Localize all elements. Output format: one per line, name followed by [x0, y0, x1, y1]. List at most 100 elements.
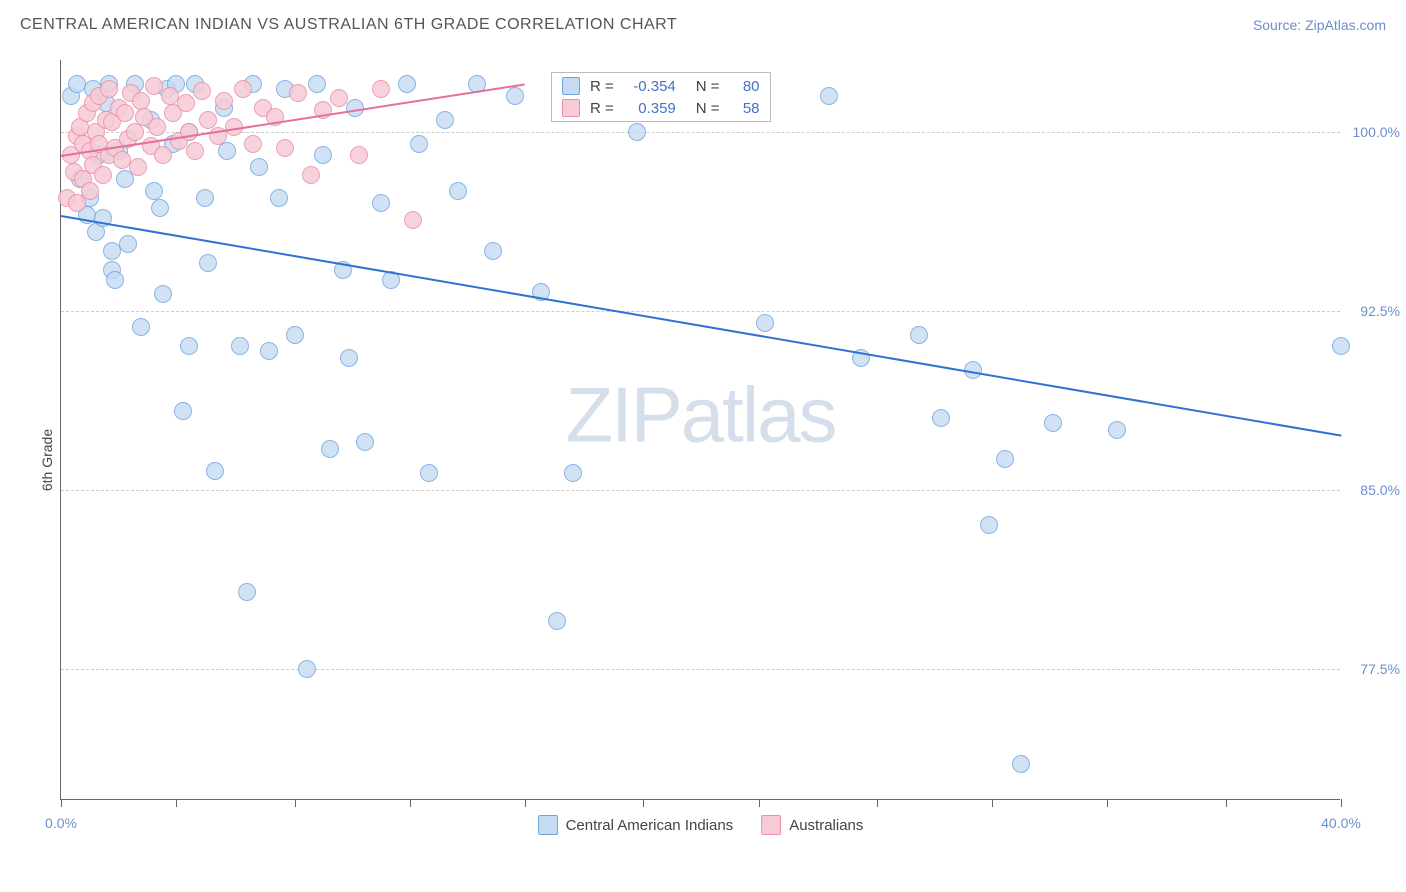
x-tick [176, 799, 177, 807]
x-tick [643, 799, 644, 807]
data-point [404, 211, 422, 229]
legend-label: Central American Indians [566, 817, 734, 834]
data-point [548, 612, 566, 630]
legend-label: Australians [789, 817, 863, 834]
x-tick [1107, 799, 1108, 807]
data-point [910, 326, 928, 344]
data-point [398, 75, 416, 93]
data-point [154, 285, 172, 303]
data-point [372, 194, 390, 212]
x-tick [410, 799, 411, 807]
data-point [81, 182, 99, 200]
data-point [286, 326, 304, 344]
data-point [340, 349, 358, 367]
data-point [199, 111, 217, 129]
data-point [215, 92, 233, 110]
data-point [174, 402, 192, 420]
data-point [106, 271, 124, 289]
legend-item: Australians [761, 815, 863, 835]
data-point [177, 94, 195, 112]
data-point [199, 254, 217, 272]
data-point [270, 189, 288, 207]
gridline [61, 311, 1340, 312]
scatter-plot: ZIPatlas Central American IndiansAustral… [60, 60, 1340, 800]
stats-swatch [562, 77, 580, 95]
stats-value-r: 0.359 [624, 100, 676, 117]
data-point [276, 139, 294, 157]
data-point [356, 433, 374, 451]
data-point [116, 104, 134, 122]
data-point [321, 440, 339, 458]
gridline [61, 132, 1340, 133]
stats-value-r: -0.354 [624, 78, 676, 95]
x-tick [525, 799, 526, 807]
y-tick-label: 100.0% [1345, 124, 1400, 140]
data-point [314, 146, 332, 164]
data-point [1012, 755, 1030, 773]
data-point [420, 464, 438, 482]
source-label: Source: ZipAtlas.com [1253, 17, 1386, 33]
x-tick [759, 799, 760, 807]
data-point [132, 318, 150, 336]
y-tick-label: 77.5% [1345, 661, 1400, 677]
data-point [289, 84, 307, 102]
data-point [1044, 414, 1062, 432]
legend-swatch [761, 815, 781, 835]
x-tick [877, 799, 878, 807]
stats-label-r: R = [590, 100, 614, 117]
data-point [628, 123, 646, 141]
stats-row: R = -0.354 N = 80 [552, 75, 770, 97]
gridline [61, 669, 1340, 670]
data-point [506, 87, 524, 105]
data-point [298, 660, 316, 678]
stats-label-n: N = [696, 100, 720, 117]
y-axis-label: 6th Grade [39, 429, 55, 491]
data-point [238, 583, 256, 601]
trend-line [61, 215, 1341, 437]
data-point [148, 118, 166, 136]
data-point [154, 146, 172, 164]
legend-item: Central American Indians [538, 815, 734, 835]
data-point [206, 462, 224, 480]
data-point [564, 464, 582, 482]
stats-value-n: 80 [730, 78, 760, 95]
x-tick-label: 40.0% [1321, 815, 1361, 831]
data-point [372, 80, 390, 98]
stats-row: R = 0.359 N = 58 [552, 97, 770, 119]
stats-value-n: 58 [730, 100, 760, 117]
data-point [1332, 337, 1350, 355]
data-point [100, 80, 118, 98]
data-point [996, 450, 1014, 468]
data-point [308, 75, 326, 93]
x-tick [61, 799, 62, 807]
data-point [932, 409, 950, 427]
data-point [1108, 421, 1126, 439]
x-tick [1341, 799, 1342, 807]
data-point [234, 80, 252, 98]
legend: Central American Indians Australians [538, 815, 864, 835]
data-point [302, 166, 320, 184]
data-point [260, 342, 278, 360]
data-point [132, 92, 150, 110]
stats-label-n: N = [696, 78, 720, 95]
data-point [756, 314, 774, 332]
data-point [350, 146, 368, 164]
x-tick [992, 799, 993, 807]
stats-box: R = -0.354 N = 80 R = 0.359 N = 58 [551, 72, 771, 122]
legend-swatch [538, 815, 558, 835]
page-title: CENTRAL AMERICAN INDIAN VS AUSTRALIAN 6T… [20, 16, 677, 34]
data-point [244, 135, 262, 153]
x-tick [295, 799, 296, 807]
data-point [449, 182, 467, 200]
y-tick-label: 85.0% [1345, 482, 1400, 498]
stats-label-r: R = [590, 78, 614, 95]
data-point [820, 87, 838, 105]
data-point [145, 182, 163, 200]
watermark: ZIPatlas [565, 369, 835, 460]
data-point [980, 516, 998, 534]
data-point [94, 166, 112, 184]
data-point [436, 111, 454, 129]
data-point [186, 142, 204, 160]
data-point [151, 199, 169, 217]
y-tick-label: 92.5% [1345, 303, 1400, 319]
